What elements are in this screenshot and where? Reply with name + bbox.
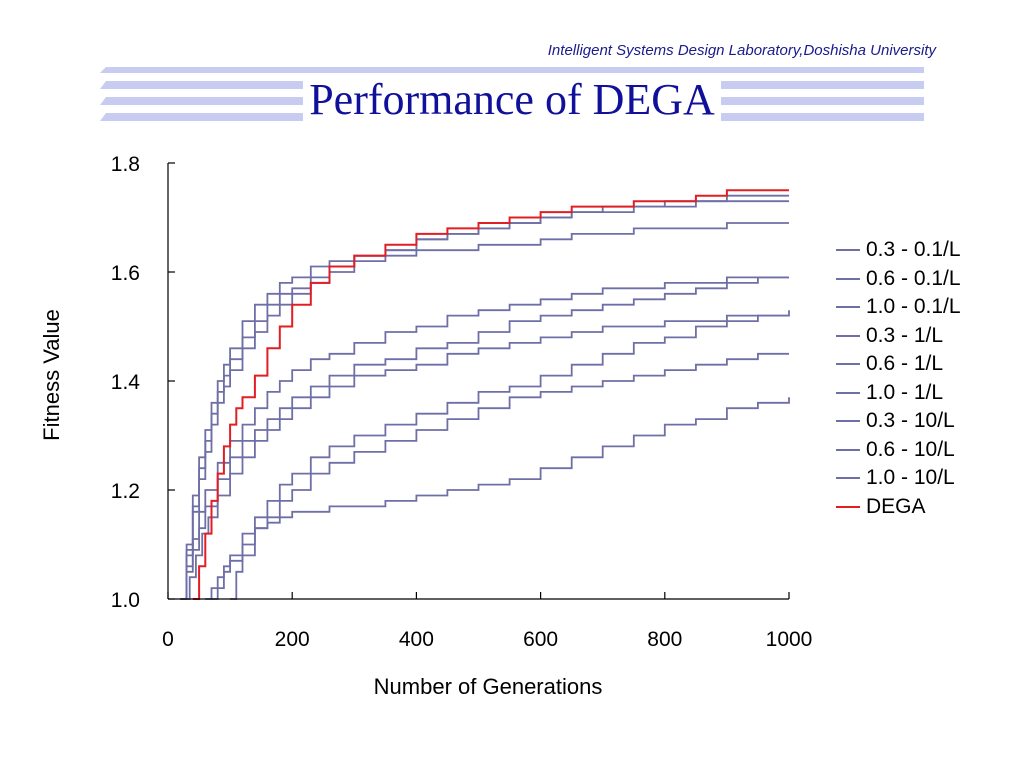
x-tick-label-3: 600 xyxy=(523,628,558,651)
legend-swatch xyxy=(836,334,860,337)
y-tick-label-0: 1.0 xyxy=(111,589,140,612)
series-line-8 xyxy=(230,397,790,600)
legend-label: 0.3 - 10/L xyxy=(866,409,955,433)
series-line-1 xyxy=(180,194,789,600)
legend-label: 0.6 - 0.1/L xyxy=(866,266,961,290)
legend-swatch xyxy=(836,306,860,309)
series-line-5 xyxy=(183,314,789,600)
stripe-1 xyxy=(100,67,924,73)
legend-label: 0.3 - 1/L xyxy=(866,323,944,347)
legend-label: 1.0 - 0.1/L xyxy=(866,295,961,319)
slide-title-wrap: Performance of DEGA xyxy=(0,74,1024,126)
series-line-0 xyxy=(180,200,789,600)
y-tick-label-2: 1.4 xyxy=(111,371,141,394)
legend-swatch xyxy=(836,420,860,423)
legend-item: 0.3 - 10/L xyxy=(836,407,961,436)
y-tick-label-4: 1.8 xyxy=(111,153,140,176)
x-tick-label-5: 1000 xyxy=(766,628,813,651)
legend-swatch xyxy=(836,391,860,394)
legend-swatch xyxy=(836,505,860,508)
series-line-2 xyxy=(180,222,789,600)
page-title: Performance of DEGA xyxy=(303,75,721,124)
legend-label: 1.0 - 10/L xyxy=(866,466,955,490)
legend-label: 1.0 - 1/L xyxy=(866,380,944,404)
legend-item: DEGA xyxy=(836,493,961,522)
affiliation-text: Intelligent Systems Design Laboratory,Do… xyxy=(547,42,936,59)
x-tick-label-0: 0 xyxy=(162,628,174,651)
legend-swatch xyxy=(836,363,860,366)
x-tick-label-4: 800 xyxy=(647,628,682,651)
legend-item: 0.3 - 0.1/L xyxy=(836,236,961,265)
series-line-9 xyxy=(192,189,789,600)
legend-swatch xyxy=(836,249,860,252)
chart-legend: 0.3 - 0.1/L 0.6 - 0.1/L 1.0 - 0.1/L 0.3 - 1… xyxy=(836,236,961,521)
legend-item: 0.6 - 10/L xyxy=(836,436,961,465)
y-tick-label-1: 1.2 xyxy=(111,480,140,503)
series-line-6 xyxy=(205,310,790,600)
legend-item: 1.0 - 10/L xyxy=(836,464,961,493)
legend-label: 0.6 - 10/L xyxy=(866,437,955,461)
legend-item: 1.0 - 0.1/L xyxy=(836,293,961,322)
legend-item: 0.6 - 0.1/L xyxy=(836,265,961,294)
legend-swatch xyxy=(836,477,860,480)
x-axis-label: Number of Generations xyxy=(373,674,603,699)
legend-label: DEGA xyxy=(866,494,926,518)
y-tick-label-3: 1.6 xyxy=(111,262,140,285)
series-line-3 xyxy=(180,276,789,600)
legend-item: 0.3 - 1/L xyxy=(836,322,961,351)
x-tick-label-1: 200 xyxy=(275,628,310,651)
legend-item: 1.0 - 1/L xyxy=(836,379,961,408)
legend-label: 0.6 - 1/L xyxy=(866,352,944,376)
legend-swatch xyxy=(836,277,860,280)
legend-item: 0.6 - 1/L xyxy=(836,350,961,379)
legend-swatch xyxy=(836,448,860,451)
series-line-7 xyxy=(211,352,789,600)
legend-label: 0.3 - 0.1/L xyxy=(866,238,961,262)
y-axis-label: Fitness Value xyxy=(39,309,64,441)
x-tick-label-2: 400 xyxy=(399,628,434,651)
